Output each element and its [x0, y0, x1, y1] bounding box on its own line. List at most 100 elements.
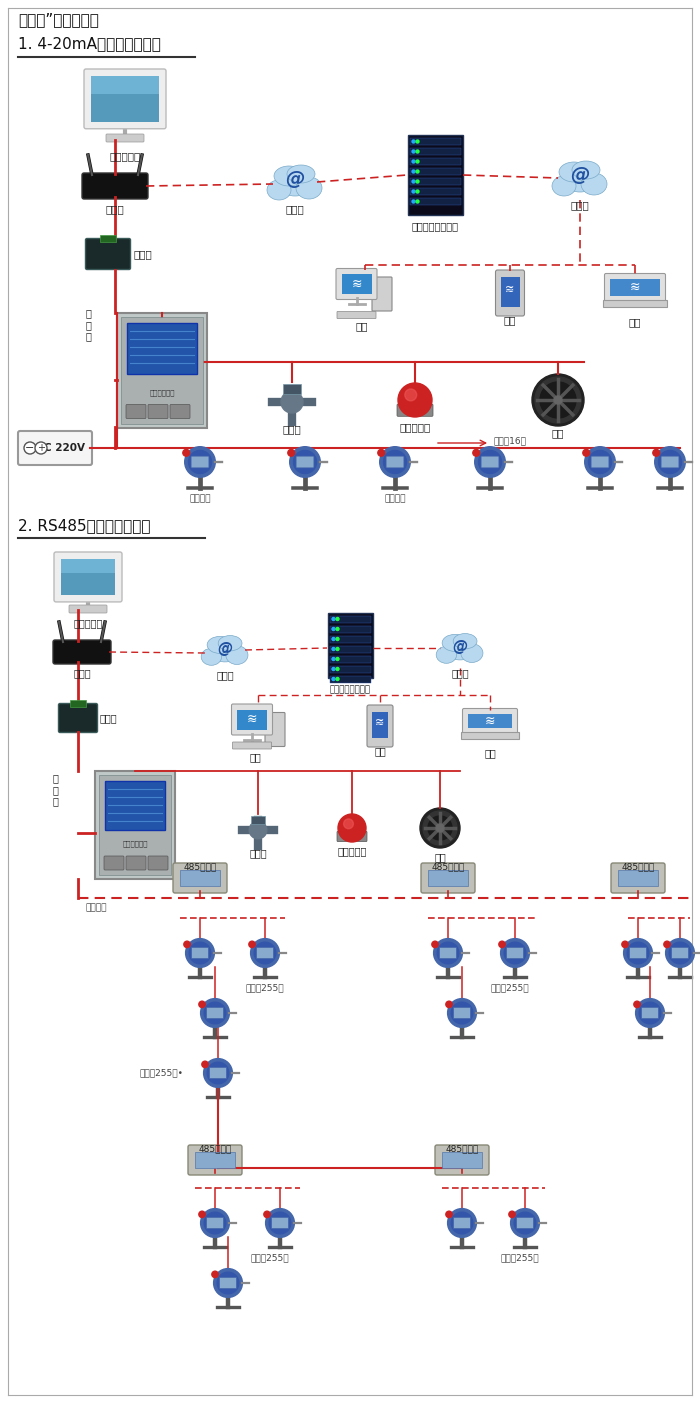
Circle shape: [384, 450, 407, 474]
Text: 信号输出: 信号输出: [384, 494, 406, 502]
FancyBboxPatch shape: [121, 317, 203, 424]
Text: ≋: ≋: [246, 713, 258, 726]
Text: −: −: [25, 443, 35, 453]
Text: 可连接255台•: 可连接255台•: [140, 1068, 184, 1076]
Circle shape: [446, 1211, 452, 1217]
Text: ≋: ≋: [375, 718, 385, 727]
FancyBboxPatch shape: [481, 456, 499, 469]
Circle shape: [270, 1213, 290, 1234]
Text: 电脑: 电脑: [356, 321, 368, 331]
Circle shape: [653, 449, 659, 456]
FancyBboxPatch shape: [220, 1278, 237, 1289]
FancyBboxPatch shape: [91, 76, 159, 94]
Text: ≋: ≋: [505, 286, 514, 295]
Circle shape: [204, 1058, 232, 1088]
Ellipse shape: [287, 165, 315, 183]
FancyBboxPatch shape: [330, 615, 370, 622]
Text: 信号输出: 信号输出: [189, 494, 211, 502]
FancyBboxPatch shape: [610, 279, 660, 295]
FancyBboxPatch shape: [591, 456, 609, 469]
FancyBboxPatch shape: [61, 559, 115, 574]
FancyBboxPatch shape: [330, 666, 370, 673]
FancyBboxPatch shape: [265, 712, 285, 747]
Circle shape: [666, 938, 694, 968]
Text: 互联网: 互联网: [570, 200, 589, 210]
Circle shape: [654, 446, 685, 477]
FancyBboxPatch shape: [105, 781, 165, 830]
FancyBboxPatch shape: [330, 675, 370, 682]
Text: 通
讯
线: 通 讯 线: [52, 774, 58, 806]
FancyBboxPatch shape: [188, 1145, 242, 1175]
Circle shape: [433, 938, 463, 968]
Circle shape: [217, 1272, 239, 1294]
Text: 报警控制主机: 报警控制主机: [122, 841, 148, 847]
Circle shape: [412, 151, 415, 153]
Circle shape: [446, 1002, 452, 1007]
Circle shape: [432, 941, 438, 947]
Text: 路由器: 路由器: [74, 668, 91, 678]
Circle shape: [336, 647, 339, 650]
Text: ≋: ≋: [351, 277, 362, 290]
Circle shape: [344, 819, 354, 829]
Circle shape: [535, 377, 581, 424]
FancyBboxPatch shape: [328, 612, 372, 678]
Text: 信号输出: 信号输出: [86, 903, 108, 912]
Ellipse shape: [207, 636, 232, 653]
Circle shape: [24, 442, 36, 454]
FancyBboxPatch shape: [206, 1007, 223, 1019]
Circle shape: [288, 449, 295, 456]
Text: 485中继器: 485中继器: [622, 862, 654, 871]
Circle shape: [423, 810, 457, 846]
Circle shape: [35, 442, 47, 454]
FancyBboxPatch shape: [642, 1007, 659, 1019]
Text: 单机版电脑: 单机版电脑: [74, 618, 103, 628]
FancyBboxPatch shape: [611, 862, 665, 893]
Text: 电脑: 电脑: [249, 751, 261, 763]
FancyBboxPatch shape: [283, 384, 301, 394]
FancyBboxPatch shape: [496, 270, 524, 317]
FancyBboxPatch shape: [84, 69, 166, 129]
FancyBboxPatch shape: [61, 559, 115, 595]
FancyBboxPatch shape: [468, 713, 512, 729]
FancyBboxPatch shape: [126, 855, 146, 870]
Circle shape: [332, 667, 335, 671]
Text: 终端: 终端: [629, 317, 641, 326]
Circle shape: [398, 383, 432, 416]
Circle shape: [412, 160, 415, 163]
FancyBboxPatch shape: [209, 1068, 226, 1079]
Text: +: +: [37, 443, 45, 453]
Circle shape: [201, 999, 230, 1027]
Circle shape: [290, 446, 321, 477]
FancyBboxPatch shape: [82, 173, 148, 198]
FancyBboxPatch shape: [367, 705, 393, 747]
Circle shape: [475, 446, 505, 477]
Circle shape: [248, 941, 256, 947]
Circle shape: [405, 388, 416, 401]
Ellipse shape: [209, 639, 241, 661]
Ellipse shape: [201, 649, 222, 666]
Ellipse shape: [218, 636, 242, 651]
FancyBboxPatch shape: [330, 626, 370, 633]
Circle shape: [204, 1002, 226, 1024]
Circle shape: [336, 628, 339, 630]
FancyBboxPatch shape: [148, 855, 168, 870]
Text: 可连接16个: 可连接16个: [494, 436, 526, 445]
Text: 转换器: 转换器: [100, 713, 118, 723]
Circle shape: [336, 618, 339, 620]
FancyBboxPatch shape: [629, 947, 646, 958]
Circle shape: [199, 1002, 205, 1007]
Text: 485中继器: 485中继器: [445, 1144, 479, 1152]
Circle shape: [583, 449, 589, 456]
Circle shape: [416, 141, 419, 144]
Circle shape: [201, 1209, 230, 1237]
Circle shape: [281, 391, 303, 414]
Text: 可连接255台: 可连接255台: [500, 1254, 539, 1262]
Circle shape: [554, 395, 562, 404]
Circle shape: [332, 637, 335, 640]
Ellipse shape: [561, 165, 599, 191]
FancyBboxPatch shape: [127, 322, 197, 374]
Circle shape: [532, 374, 584, 426]
Circle shape: [438, 943, 458, 964]
Circle shape: [214, 1269, 242, 1297]
FancyBboxPatch shape: [91, 76, 159, 122]
